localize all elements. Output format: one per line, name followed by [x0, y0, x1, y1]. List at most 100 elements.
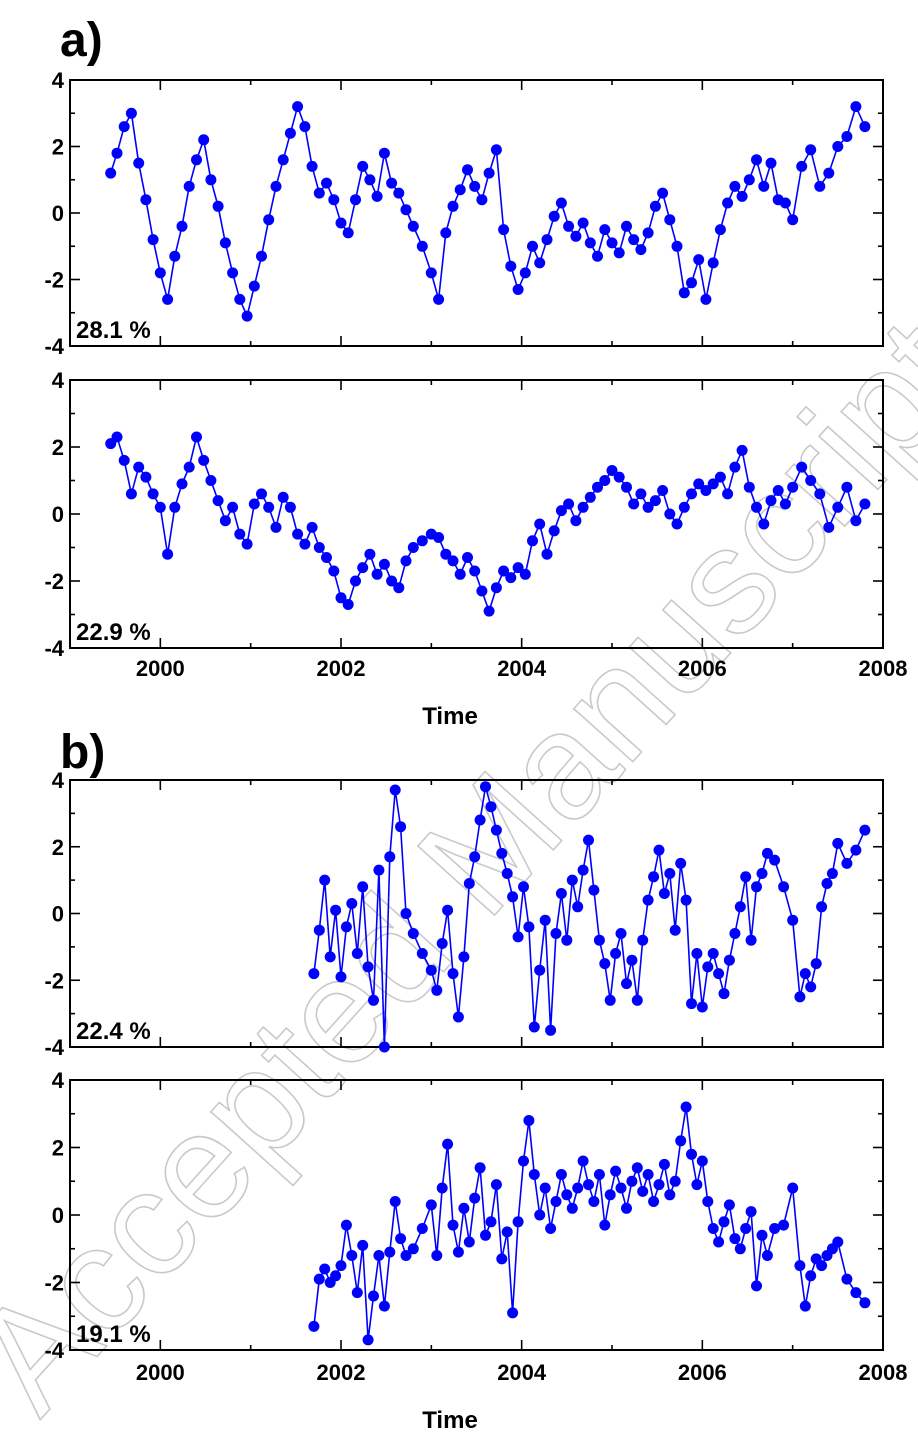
data-point [787, 214, 799, 226]
data-point [841, 481, 853, 493]
data-point [648, 1196, 660, 1207]
data-point [642, 894, 654, 906]
data-point [371, 568, 383, 580]
data-point [490, 824, 502, 836]
data-point [447, 200, 459, 212]
data-point [778, 1219, 790, 1231]
data-point [330, 904, 342, 916]
data-point [657, 485, 669, 496]
data-point [528, 1021, 540, 1033]
data-point [751, 881, 762, 893]
data-point [621, 978, 632, 990]
data-point [154, 267, 166, 279]
data-point [859, 121, 871, 133]
data-point [577, 217, 589, 229]
data-point [512, 1216, 524, 1228]
data-point [563, 498, 575, 510]
y-tick-label: 2 [52, 135, 64, 160]
data-point [548, 210, 560, 222]
data-point [729, 1233, 741, 1245]
plot-frame [69, 79, 884, 347]
data-point [284, 127, 296, 139]
data-point [125, 107, 137, 119]
data-point [686, 277, 697, 289]
data-point [816, 1260, 828, 1272]
x-tick-labels-a: 2000 2002 2004 2006 2008 [136, 656, 908, 681]
data-point [561, 934, 573, 946]
data-point [534, 518, 546, 530]
data-point [751, 501, 762, 513]
data-point [234, 528, 246, 540]
data-point [364, 548, 376, 560]
data-point [378, 147, 390, 159]
data-point [700, 293, 712, 305]
data-point [490, 1179, 502, 1191]
data-point [393, 187, 405, 199]
data-point [306, 160, 318, 172]
data-point [713, 968, 725, 980]
data-point [400, 1250, 412, 1261]
data-point [191, 154, 202, 166]
data-point [723, 954, 735, 966]
data-point [658, 1158, 670, 1170]
data-point [480, 781, 491, 793]
panel-b-top: 4 2 0 -2 -4 22.4 % [44, 768, 884, 1060]
x-tick-label: 2004 [497, 1360, 547, 1385]
data-point [734, 1243, 746, 1255]
data-point [362, 961, 374, 973]
x-tick-label: 2008 [859, 1360, 908, 1385]
data-point [248, 498, 260, 510]
data-point [501, 1226, 513, 1238]
data-point [588, 884, 600, 896]
data-point [779, 197, 791, 209]
data-point [518, 1155, 529, 1167]
data-point [416, 240, 428, 252]
x-tick-label: 2000 [136, 656, 185, 681]
data-point [340, 1219, 352, 1231]
data-point [147, 234, 159, 246]
data-point [805, 1270, 817, 1282]
data-point [756, 868, 768, 879]
data-point [707, 1223, 719, 1234]
watermark: Accepted Manuscript [0, 288, 918, 1437]
data-point [850, 844, 862, 856]
data-point [722, 488, 734, 500]
data-point [169, 250, 181, 262]
data-point [469, 851, 481, 863]
data-point [778, 881, 790, 893]
data-point [577, 864, 589, 876]
data-point [147, 488, 159, 500]
data-point [841, 131, 853, 142]
data-point [615, 928, 627, 939]
data-point [583, 834, 594, 846]
data-point [350, 194, 361, 206]
y-tick-label: 4 [52, 68, 65, 93]
data-point [637, 1185, 649, 1197]
data-point [814, 488, 826, 500]
data-point [241, 538, 253, 550]
data-point [805, 475, 817, 486]
chart-panels: 420-2-428.1 %420-2-422.9 %420-2-422.4 %4… [44, 68, 907, 1385]
data-point [501, 868, 513, 879]
data-point [351, 948, 363, 959]
data-point [555, 1169, 567, 1180]
data-point [485, 1216, 497, 1228]
data-point [140, 471, 152, 483]
data-point [664, 214, 676, 226]
data-point [572, 1182, 584, 1194]
data-point [183, 180, 195, 192]
data-point [604, 1189, 616, 1201]
data-point [713, 1236, 725, 1248]
data-point [416, 948, 428, 959]
data-point [490, 582, 502, 594]
panel-a-bottom: 4 2 0 -2 -4 22.9 % [44, 368, 884, 661]
data-point [769, 854, 781, 866]
data-point [779, 498, 791, 510]
x-tick-label: 2000 [136, 1360, 185, 1385]
data-point [400, 204, 412, 216]
data-point [642, 501, 654, 513]
data-point [436, 938, 448, 949]
x-tick-label: 2002 [317, 656, 366, 681]
data-point [805, 981, 817, 993]
y-tick-label: 0 [52, 502, 64, 527]
